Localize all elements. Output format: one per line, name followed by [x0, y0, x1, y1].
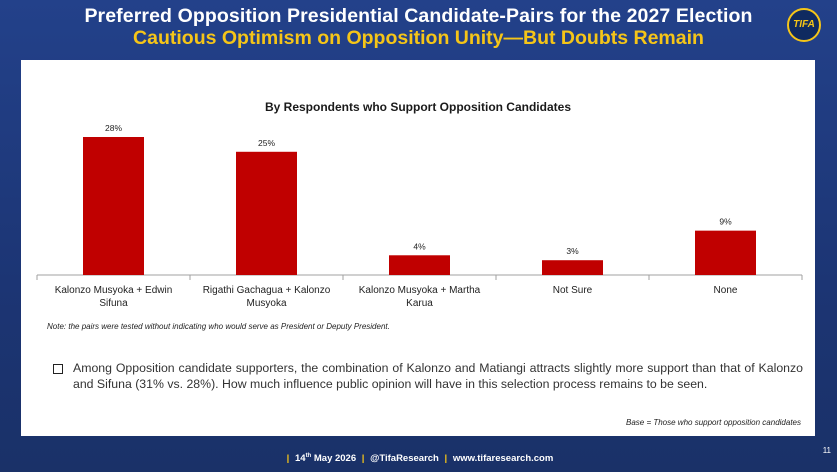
chart-title: By Respondents who Support Opposition Ca… — [264, 100, 571, 114]
data-label-1: 28% — [105, 123, 122, 133]
footer-date: 14th May 2026 — [294, 453, 357, 465]
chart-note: Note: the pairs were tested without indi… — [47, 322, 390, 331]
content-panel: By Respondents who Support Opposition Ca… — [21, 60, 815, 436]
footer-handle[interactable]: @TifaResearch — [370, 453, 439, 465]
page-subtitle: Cautious Optimism on Opposition Unity—Bu… — [133, 27, 704, 49]
category-label-4: Not Sure — [553, 285, 593, 296]
footer-website[interactable]: www.tifaresearch.com — [452, 453, 554, 465]
data-label-4: 3% — [566, 246, 579, 256]
bullet-checkbox-icon — [53, 364, 63, 374]
category-label-3: Kalonzo Musyoka + Martha Karua — [359, 285, 481, 309]
logo-text: TIFA — [793, 19, 815, 30]
bar-2 — [236, 151, 297, 275]
bar-5 — [695, 230, 756, 275]
category-label-5: None — [714, 285, 738, 296]
tifa-logo: TIFA — [787, 8, 821, 42]
base-note: Base = Those who support opposition cand… — [625, 418, 801, 427]
bar-1 — [83, 137, 144, 275]
data-label-5: 9% — [719, 217, 732, 227]
bar-3 — [389, 255, 450, 275]
page-title: Preferred Opposition Presidential Candid… — [84, 5, 753, 27]
footer: | 14th May 2026 | @TifaResearch | www.ti… — [286, 453, 554, 465]
category-label-2: Rigathi Gachagua + Kalonzo Musyoka — [203, 285, 331, 309]
data-label-2: 25% — [258, 138, 275, 148]
data-label-3: 4% — [413, 241, 426, 251]
page-number: 11 — [822, 446, 831, 455]
insight-text: Among Opposition candidate supporters, t… — [73, 361, 803, 391]
category-label-1: Kalonzo Musyoka + Edwin Sifuna — [55, 285, 173, 309]
bar-4 — [542, 260, 603, 275]
bar-chart: 28% Kalonzo Musyoka + Edwin Sifuna 25% Rigat… — [36, 123, 803, 309]
